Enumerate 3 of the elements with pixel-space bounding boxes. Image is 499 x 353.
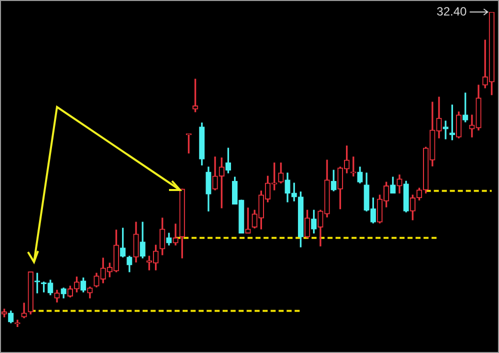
candlestick xyxy=(172,224,178,246)
annotation: 32.40 xyxy=(436,4,468,18)
candlestick xyxy=(245,208,251,234)
